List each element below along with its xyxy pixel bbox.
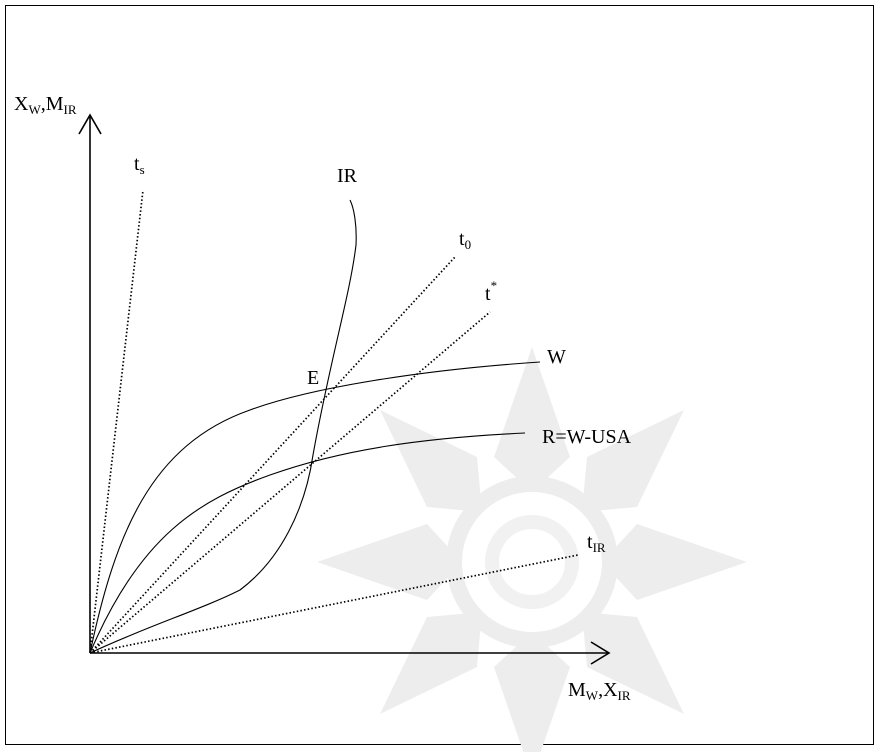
axes: [78, 113, 611, 665]
ray-ts: [89, 189, 144, 654]
point-label-E: E: [307, 367, 319, 389]
curve-R: [89, 432, 526, 654]
ray-label-ts: ts: [134, 153, 145, 177]
ray-tIR: [89, 554, 579, 654]
curve-label-IR: IR: [337, 165, 358, 187]
curve-IR: [89, 199, 357, 654]
ray-t0: [89, 256, 456, 654]
x-axis-label: MW,XIR: [568, 679, 631, 703]
x-axis-arrowhead: [590, 641, 611, 665]
curve-label-W: W: [547, 346, 566, 368]
ray-tstar: [89, 311, 491, 654]
offer-curves: [89, 199, 541, 654]
figure-frame: [5, 5, 874, 745]
y-axis-arrowhead: [78, 113, 102, 135]
y-axis-label: XW,MIR: [14, 93, 77, 117]
price-rays: [89, 189, 579, 654]
ray-label-tIR: tIR: [587, 531, 606, 555]
curve-label-R: R=W-USA: [542, 426, 632, 448]
watermark-emblem: [317, 347, 747, 752]
curve-W: [89, 361, 541, 654]
ray-label-tstar: t*: [485, 278, 497, 305]
ray-label-t0: t0: [459, 228, 471, 252]
